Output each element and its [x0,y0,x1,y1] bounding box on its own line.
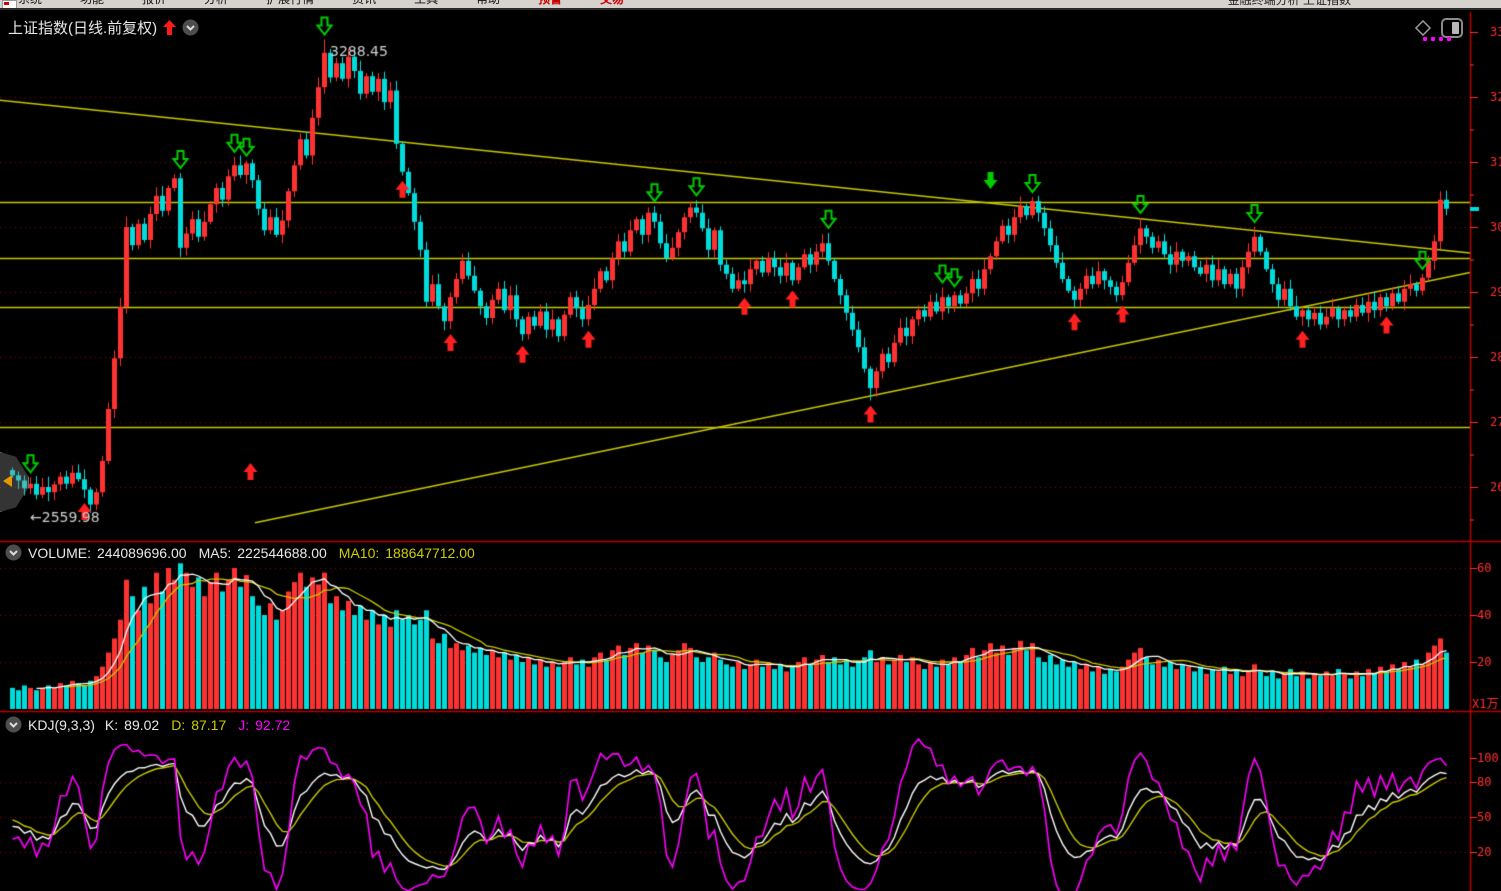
menu-item-1[interactable]: 功能 [80,0,104,7]
split-window-icon[interactable] [1441,18,1463,38]
volume-ma5-value: 222544688.00 [237,544,327,561]
collapse-volume-pane-button[interactable] [5,544,22,561]
magenta-dots-indicator [1423,37,1451,41]
kdj-k-value: 89.02 [124,716,160,733]
app-icon [2,0,17,8]
main-pane-title-row: 上证指数(日线.前复权) [8,17,199,38]
collapse-kdj-pane-button[interactable] [5,716,22,733]
kdj-k-label: K: [104,716,119,733]
menu-item-3[interactable]: 分析 [204,0,228,7]
diamond-tool-icon[interactable] [1413,18,1433,38]
expand-left-arrow-icon [3,475,12,487]
kdj-j-label: J: [238,716,250,733]
kdj-label: KDJ(9,3,3) [28,716,95,733]
volume-value: 244089696.00 [97,544,187,561]
menu-bar: 系统 功能 报价 分析 扩展行情 资讯 工具 帮助 预警 交易 金融终端分析 上证指数 [0,0,1501,10]
up-trend-arrow-icon [163,20,177,35]
volume-pane-title-row: VOLUME: 244089696.00 MA5: 222544688.00 M… [5,544,475,561]
menu-item-red-0[interactable]: 预警 [538,0,562,7]
menubar-title: 金融终端分析 上证指数 [1227,0,1351,7]
menu-item-0[interactable]: 系统 [18,0,42,7]
collapse-main-pane-button[interactable] [182,19,199,36]
menu-item-red-1[interactable]: 交易 [600,0,624,7]
menu-item-6[interactable]: 工具 [414,0,438,7]
kdj-j-value: 92.72 [255,716,291,733]
menu-item-4[interactable]: 扩展行情 [266,0,314,7]
page-title: 上证指数(日线.前复权) [8,20,158,37]
kdj-pane-title-row: KDJ(9,3,3) K: 89.02 D: 87.17 J: 92.72 [5,716,290,733]
kdj-d-label: D: [171,716,186,733]
menu-item-7[interactable]: 帮助 [476,0,500,7]
kdj-d-value: 87.17 [191,716,227,733]
volume-ma10-value: 188647712.00 [385,544,475,561]
volume-label: VOLUME: [28,544,92,561]
menu-item-2[interactable]: 报价 [142,0,166,7]
menu-item-5[interactable]: 资讯 [352,0,376,7]
volume-ma5-label: MA5: [198,544,232,561]
volume-ma10-label: MA10: [338,544,380,561]
